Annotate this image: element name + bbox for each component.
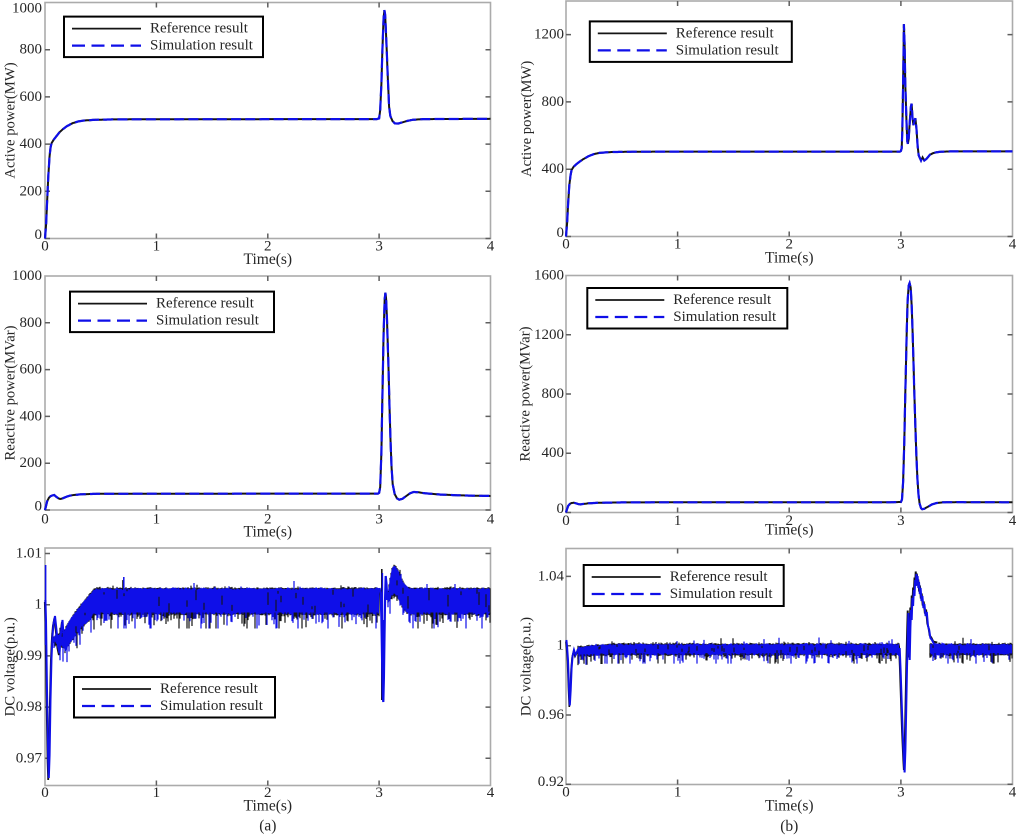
svg-text:2: 2 (264, 239, 272, 255)
svg-text:4: 4 (487, 239, 495, 255)
svg-text:200: 200 (20, 183, 43, 199)
svg-text:3: 3 (897, 237, 905, 253)
svg-text:1: 1 (153, 512, 161, 528)
svg-text:Reference result: Reference result (676, 25, 775, 41)
svg-text:800: 800 (542, 386, 565, 402)
svg-text:4: 4 (1009, 237, 1017, 253)
svg-text:Active power(MW): Active power(MW) (3, 62, 19, 178)
svg-text:Reference result: Reference result (673, 292, 772, 308)
svg-text:0.96: 0.96 (538, 707, 565, 723)
svg-text:1.04: 1.04 (538, 568, 565, 584)
svg-text:4: 4 (487, 785, 495, 801)
svg-text:4: 4 (487, 512, 495, 528)
svg-text:2: 2 (785, 513, 793, 529)
svg-text:1: 1 (557, 638, 565, 654)
svg-text:0.97: 0.97 (16, 750, 43, 766)
svg-text:Time(s): Time(s) (244, 524, 293, 541)
svg-text:Reference result: Reference result (670, 569, 769, 585)
svg-text:1000: 1000 (12, 1, 42, 17)
svg-text:DC voltage(p.u.): DC voltage(p.u.) (519, 617, 535, 716)
svg-text:3: 3 (897, 513, 905, 529)
svg-text:400: 400 (20, 136, 43, 152)
svg-text:1: 1 (674, 237, 682, 253)
svg-text:Simulation result: Simulation result (676, 42, 780, 58)
svg-text:3: 3 (375, 785, 383, 801)
svg-text:0: 0 (557, 501, 565, 517)
svg-text:0.92: 0.92 (538, 774, 564, 790)
svg-text:(a): (a) (259, 818, 276, 835)
svg-text:800: 800 (20, 42, 43, 58)
svg-text:2: 2 (785, 237, 793, 253)
svg-text:4: 4 (1009, 513, 1017, 529)
svg-text:1: 1 (674, 513, 682, 529)
svg-text:4: 4 (1009, 785, 1017, 801)
svg-text:1200: 1200 (534, 327, 564, 343)
svg-text:Time(s): Time(s) (765, 250, 814, 267)
svg-text:3: 3 (897, 785, 905, 801)
svg-text:0: 0 (41, 512, 49, 528)
svg-text:1000: 1000 (12, 268, 42, 284)
svg-text:600: 600 (20, 89, 43, 105)
svg-text:Reference result: Reference result (160, 681, 259, 697)
svg-text:400: 400 (542, 161, 565, 177)
svg-text:Time(s): Time(s) (765, 522, 814, 539)
svg-text:0: 0 (562, 785, 570, 801)
svg-text:DC voltage(p.u.): DC voltage(p.u.) (3, 617, 19, 716)
svg-text:1: 1 (153, 239, 161, 255)
svg-text:Reactive power(MVar): Reactive power(MVar) (3, 325, 19, 460)
svg-text:Simulation result: Simulation result (670, 586, 774, 602)
svg-text:200: 200 (20, 455, 43, 471)
svg-text:600: 600 (20, 362, 43, 378)
svg-text:800: 800 (542, 94, 565, 110)
svg-text:Time(s): Time(s) (244, 798, 293, 815)
svg-text:Active power(MW): Active power(MW) (519, 61, 535, 177)
svg-text:800: 800 (20, 315, 43, 331)
svg-text:1: 1 (35, 597, 43, 613)
svg-text:2: 2 (264, 785, 272, 801)
svg-text:Simulation result: Simulation result (673, 309, 777, 325)
svg-text:3: 3 (375, 239, 383, 255)
svg-text:1200: 1200 (534, 27, 564, 43)
svg-text:0: 0 (41, 239, 49, 255)
svg-text:(b): (b) (780, 818, 798, 835)
svg-text:Reference result: Reference result (156, 296, 255, 312)
svg-text:400: 400 (20, 408, 43, 424)
svg-text:2: 2 (785, 785, 793, 801)
svg-text:1: 1 (153, 785, 161, 801)
svg-text:Simulation result: Simulation result (150, 38, 254, 54)
svg-text:0: 0 (557, 225, 565, 241)
svg-text:Time(s): Time(s) (244, 251, 293, 268)
svg-text:2: 2 (264, 512, 272, 528)
svg-text:1600: 1600 (534, 268, 564, 284)
svg-text:Simulation result: Simulation result (156, 313, 260, 329)
svg-text:0.99: 0.99 (16, 648, 42, 664)
svg-text:400: 400 (542, 445, 565, 461)
svg-text:Reactive power(MVar): Reactive power(MVar) (518, 326, 534, 461)
svg-text:Simulation result: Simulation result (160, 698, 264, 714)
svg-text:0: 0 (35, 499, 43, 515)
svg-text:0: 0 (35, 227, 43, 243)
svg-text:3: 3 (375, 512, 383, 528)
svg-text:0: 0 (562, 513, 570, 529)
svg-text:0.98: 0.98 (16, 699, 42, 715)
svg-text:1: 1 (674, 785, 682, 801)
svg-text:0: 0 (562, 237, 570, 253)
svg-text:Time(s): Time(s) (765, 798, 814, 815)
svg-text:Reference result: Reference result (150, 21, 249, 37)
svg-text:0: 0 (41, 785, 49, 801)
svg-text:1.01: 1.01 (16, 546, 42, 562)
